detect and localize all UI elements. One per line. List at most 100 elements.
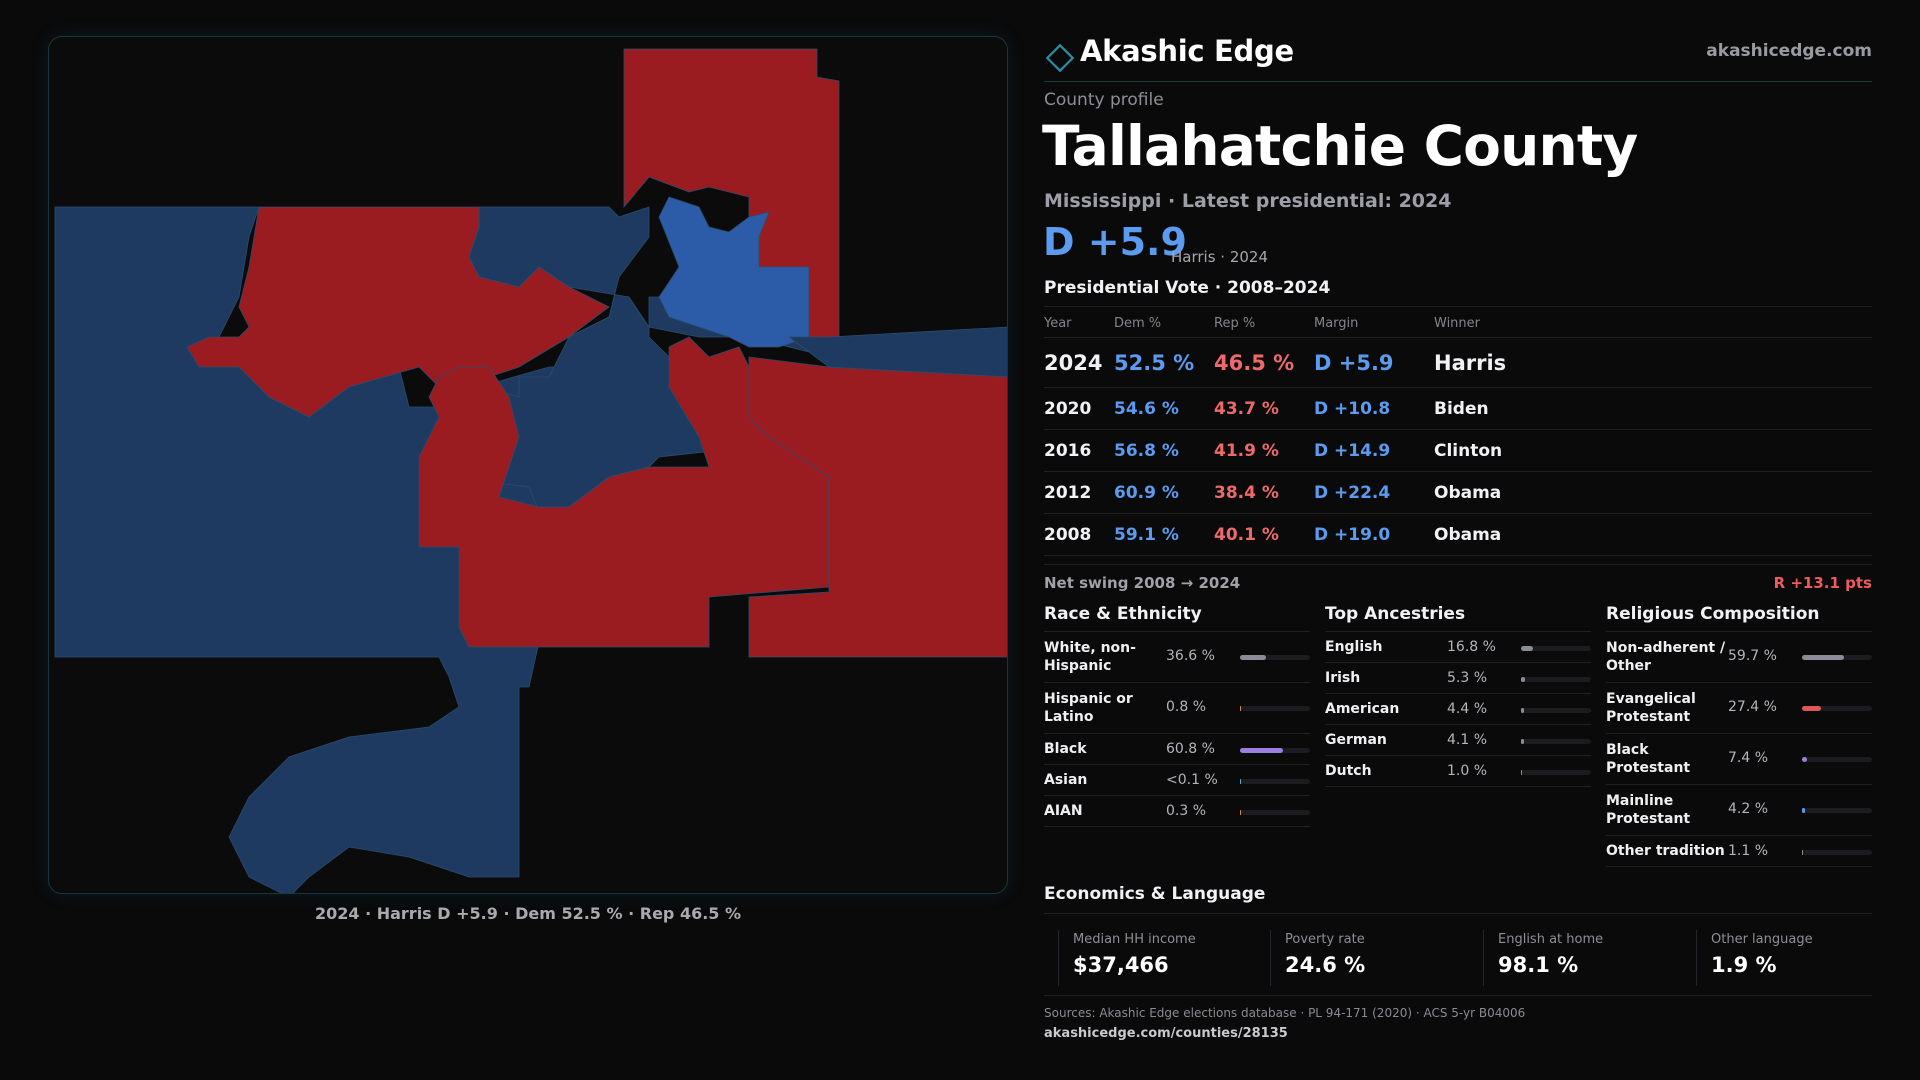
list-item: Non-adherent / Other 59.7 % xyxy=(1606,632,1872,683)
item-label: Black Protestant xyxy=(1606,742,1691,776)
list-item: Mainline Protestant 4.2 % xyxy=(1606,785,1872,836)
vote-table-header: Year Dem % Rep % Margin Winner xyxy=(1044,306,1872,338)
item-value: 4.1 % xyxy=(1447,732,1488,748)
table-row: 2024 52.5 % 46.5 % D +5.9 Harris xyxy=(1044,338,1872,388)
list-item: Evangelical Protestant 27.4 % xyxy=(1606,683,1872,734)
item-value: <0.1 % xyxy=(1166,772,1218,788)
row-year: 2016 xyxy=(1044,441,1092,461)
item-bar-fill xyxy=(1802,706,1822,711)
item-label: Dutch xyxy=(1325,763,1372,779)
row-rep: 43.7 % xyxy=(1214,399,1279,419)
item-bar xyxy=(1802,655,1872,660)
economics-value: 1.9 % xyxy=(1711,953,1777,977)
race-ethnicity-section: Race & Ethnicity White, non-Hispanic 36.… xyxy=(1044,600,1310,827)
item-bar xyxy=(1802,757,1872,762)
item-bar xyxy=(1240,655,1310,660)
diamond-logo-icon xyxy=(1045,43,1075,73)
item-bar xyxy=(1240,748,1310,753)
item-bar xyxy=(1521,708,1591,713)
economics-value: 98.1 % xyxy=(1498,953,1579,977)
county-map[interactable] xyxy=(48,36,1008,894)
economics-cell: Median HH income $37,466 xyxy=(1058,930,1258,986)
item-value: 1.1 % xyxy=(1728,843,1769,859)
profile-kicker: County profile xyxy=(1044,90,1164,110)
list-item: American 4.4 % xyxy=(1325,694,1591,725)
row-margin: D +10.8 xyxy=(1314,399,1391,419)
item-bar xyxy=(1240,779,1310,784)
headline-margin-note: Harris · 2024 xyxy=(1171,248,1269,266)
row-year: 2012 xyxy=(1044,483,1092,503)
precinct-northeast-dem[interactable] xyxy=(658,196,810,348)
list-item: Black 60.8 % xyxy=(1044,734,1310,765)
row-rep: 41.9 % xyxy=(1214,441,1279,461)
item-bar-fill xyxy=(1521,770,1523,775)
row-winner: Biden xyxy=(1434,399,1489,419)
item-bar-fill xyxy=(1240,706,1242,711)
precinct-north-rep[interactable] xyxy=(186,206,610,418)
net-swing: Net swing 2008 → 2024 R +13.1 pts xyxy=(1044,564,1872,600)
brand-header: Akashic Edge akashicedge.com xyxy=(1044,32,1872,82)
item-label: German xyxy=(1325,732,1387,748)
brand-url-link[interactable]: akashicedge.com xyxy=(1706,41,1872,61)
item-value: 0.3 % xyxy=(1166,803,1207,819)
economics-cell: Poverty rate 24.6 % xyxy=(1270,930,1470,986)
item-value: 59.7 % xyxy=(1728,648,1777,664)
item-bar-fill xyxy=(1802,655,1844,660)
list-item: English 16.8 % xyxy=(1325,632,1591,663)
item-value: 7.4 % xyxy=(1728,750,1769,766)
list-item: Asian <0.1 % xyxy=(1044,765,1310,796)
row-winner: Harris xyxy=(1434,351,1507,375)
item-label: Black xyxy=(1044,741,1087,757)
col-dem: Dem % xyxy=(1114,316,1162,331)
page-title: Tallahatchie County xyxy=(1042,114,1638,178)
sources-url-link[interactable]: akashicedge.com/counties/28135 xyxy=(1044,1026,1288,1041)
row-winner: Clinton xyxy=(1434,441,1503,461)
row-rep: 38.4 % xyxy=(1214,483,1279,503)
economics-label: Poverty rate xyxy=(1285,932,1365,947)
precinct-map-svg[interactable] xyxy=(49,37,1008,894)
net-swing-value: R +13.1 pts xyxy=(1773,574,1872,592)
economics-title: Economics & Language xyxy=(1044,884,1266,904)
item-bar xyxy=(1240,706,1310,711)
item-value: 60.8 % xyxy=(1166,741,1215,757)
item-bar-fill xyxy=(1802,757,1808,762)
row-winner: Obama xyxy=(1434,483,1502,503)
col-margin: Margin xyxy=(1314,316,1359,331)
row-rep: 40.1 % xyxy=(1214,525,1279,545)
item-bar xyxy=(1802,706,1872,711)
item-bar xyxy=(1521,739,1591,744)
row-dem: 52.5 % xyxy=(1114,351,1195,375)
economics-label: Median HH income xyxy=(1073,932,1196,947)
row-year: 2020 xyxy=(1044,399,1092,419)
list-item: Hispanic or Latino 0.8 % xyxy=(1044,683,1310,734)
net-swing-label: Net swing 2008 → 2024 xyxy=(1044,574,1241,592)
item-bar-fill xyxy=(1521,646,1533,651)
item-bar xyxy=(1521,677,1591,682)
item-bar xyxy=(1240,810,1310,815)
list-item: AIAN 0.3 % xyxy=(1044,796,1310,827)
row-margin: D +22.4 xyxy=(1314,483,1391,503)
item-value: 4.2 % xyxy=(1728,801,1769,817)
item-value: 16.8 % xyxy=(1447,639,1496,655)
profile-subtitle: Mississippi · Latest presidential: 2024 xyxy=(1044,190,1452,212)
vote-section-title: Presidential Vote · 2008–2024 xyxy=(1044,278,1331,298)
table-row: 2012 60.9 % 38.4 % D +22.4 Obama xyxy=(1044,472,1872,514)
col-winner: Winner xyxy=(1434,316,1481,331)
item-value: 4.4 % xyxy=(1447,701,1488,717)
item-bar-fill xyxy=(1240,810,1242,815)
item-value: 27.4 % xyxy=(1728,699,1777,715)
list-item: German 4.1 % xyxy=(1325,725,1591,756)
economics-label: Other language xyxy=(1711,932,1813,947)
item-bar-fill xyxy=(1521,677,1525,682)
item-bar xyxy=(1521,646,1591,651)
economics-cards: Median HH income $37,466 Poverty rate 24… xyxy=(1044,926,1872,996)
row-dem: 60.9 % xyxy=(1114,483,1179,503)
economics-value: $37,466 xyxy=(1073,953,1169,977)
row-rep: 46.5 % xyxy=(1214,351,1295,375)
item-value: 5.3 % xyxy=(1447,670,1488,686)
ancestry-section: Top Ancestries English 16.8 % Irish 5.3 … xyxy=(1325,600,1591,787)
item-value: 1.0 % xyxy=(1447,763,1488,779)
precinct-central-rep[interactable] xyxy=(418,336,830,648)
item-label: Asian xyxy=(1044,772,1088,788)
precinct-east-dem[interactable] xyxy=(787,326,1008,378)
